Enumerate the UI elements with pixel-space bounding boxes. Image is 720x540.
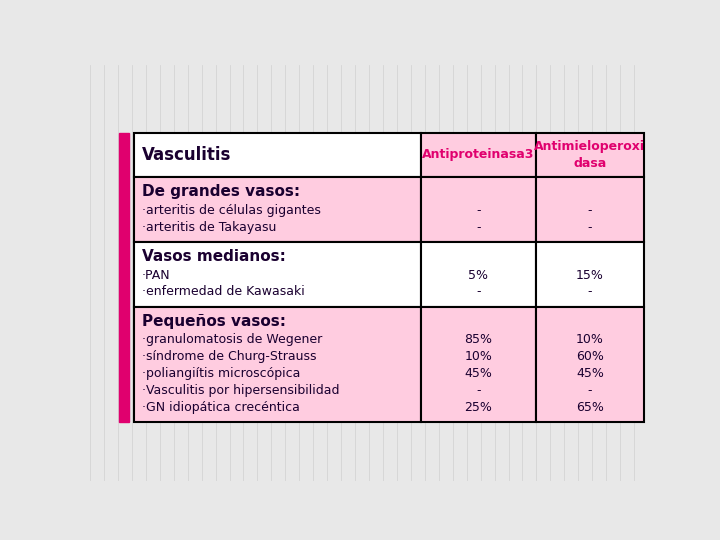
Text: -: -	[476, 286, 480, 299]
Text: 45%: 45%	[464, 367, 492, 380]
Text: ·enfermedad de Kawasaki: ·enfermedad de Kawasaki	[142, 286, 305, 299]
Bar	[134, 242, 421, 307]
Bar	[536, 307, 644, 422]
Text: 10%: 10%	[576, 333, 604, 346]
Text: ·arteritis de células gigantes: ·arteritis de células gigantes	[142, 204, 321, 217]
Text: ·síndrome de Churg-Strauss: ·síndrome de Churg-Strauss	[142, 350, 316, 363]
Text: -: -	[476, 204, 480, 217]
Text: De grandes vasos:: De grandes vasos:	[142, 184, 300, 199]
Text: Pequeños vasos:: Pequeños vasos:	[142, 314, 286, 329]
Text: Antimieloperoxi
dasa: Antimieloperoxi dasa	[534, 140, 645, 170]
Text: ·granulomatosis de Wegener: ·granulomatosis de Wegener	[142, 333, 322, 346]
Text: ·Vasculitis por hipersensibilidad: ·Vasculitis por hipersensibilidad	[142, 384, 339, 397]
Bar	[421, 307, 536, 422]
Text: -: -	[588, 221, 592, 234]
Text: 45%: 45%	[576, 367, 604, 380]
Text: 5%: 5%	[468, 268, 488, 281]
Text: Vasculitis: Vasculitis	[142, 146, 231, 164]
Text: Vasos medianos:: Vasos medianos:	[142, 249, 286, 264]
Bar	[134, 307, 421, 422]
Text: ·arteritis de Takayasu: ·arteritis de Takayasu	[142, 221, 276, 234]
Text: 15%: 15%	[576, 268, 604, 281]
Bar	[134, 132, 421, 177]
Bar	[134, 177, 421, 242]
Text: 85%: 85%	[464, 333, 492, 346]
Text: Antiproteinasa3: Antiproteinasa3	[422, 148, 534, 161]
Text: 25%: 25%	[464, 401, 492, 414]
Text: ·GN idiopática crecéntica: ·GN idiopática crecéntica	[142, 401, 300, 414]
Bar	[120, 132, 129, 422]
Bar	[536, 242, 644, 307]
Text: -: -	[588, 286, 592, 299]
Text: -: -	[588, 384, 592, 397]
Bar	[536, 177, 644, 242]
Text: ·PAN: ·PAN	[142, 268, 171, 281]
Bar	[421, 177, 536, 242]
Text: 60%: 60%	[576, 350, 604, 363]
Text: 65%: 65%	[576, 401, 604, 414]
Bar	[421, 132, 536, 177]
Text: -: -	[476, 221, 480, 234]
Bar	[536, 132, 644, 177]
Text: -: -	[476, 384, 480, 397]
Text: 10%: 10%	[464, 350, 492, 363]
Bar	[421, 242, 536, 307]
Text: -: -	[588, 204, 592, 217]
Text: ·poliangiítis microscópica: ·poliangiítis microscópica	[142, 367, 300, 380]
